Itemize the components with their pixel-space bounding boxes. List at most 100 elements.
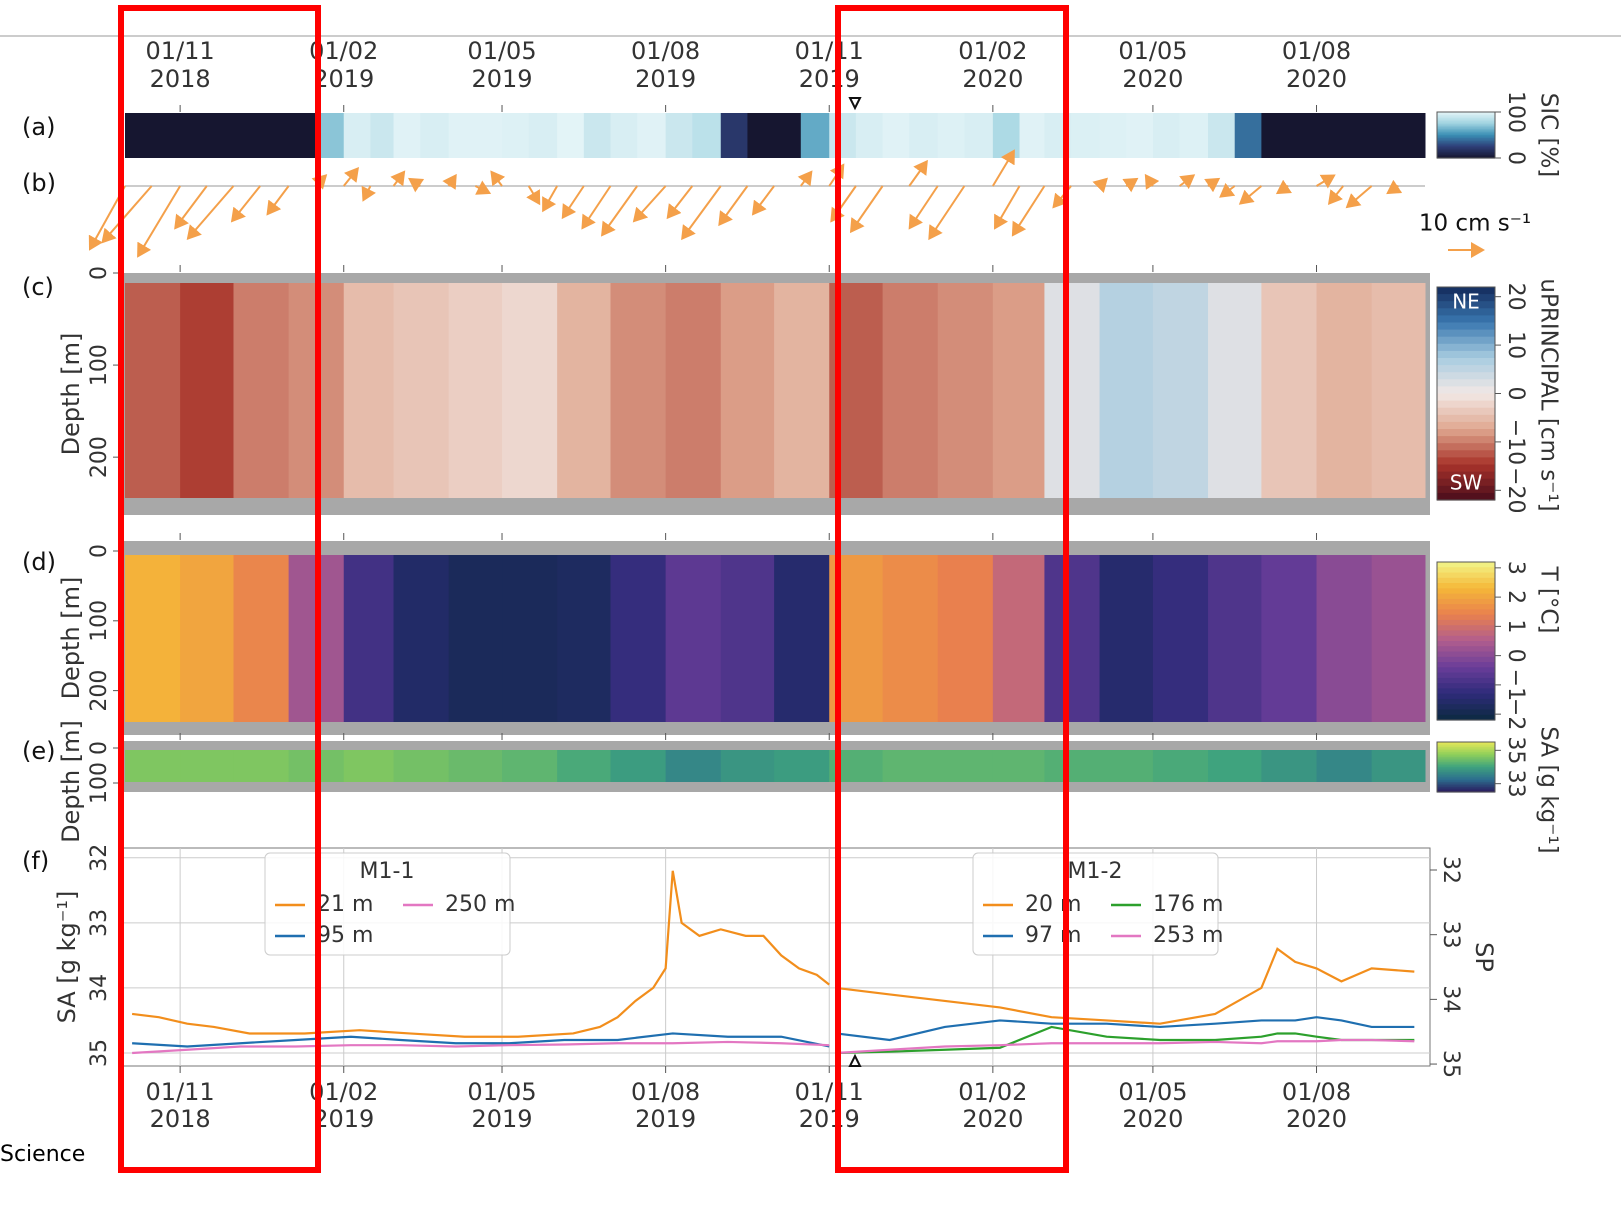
sic-cell [420,113,449,158]
sic-cell [207,113,234,158]
y-tick-label: 33 [87,909,112,937]
x-tick-year: 2019 [471,65,532,93]
x-tick-year: 2020 [1122,65,1183,93]
x-tick-year: 2019 [635,1105,696,1133]
contour-cell [557,750,611,782]
y2-axis-label: SP [1470,942,1498,972]
x-tick-label: 01/08 [631,37,700,65]
colorbar-swatch [1437,641,1495,647]
velocity-arrow [363,186,370,200]
colorbar-swatch [1437,450,1495,458]
sic-cell [289,113,316,158]
sic-cell [1261,113,1288,158]
contour-cell [774,750,830,782]
legend-label: 21 m [317,892,373,917]
velocity-arrow [753,186,774,214]
contour-cell [666,750,722,782]
source: Science [0,1142,85,1167]
colorbar-label: SIC [%] [1536,93,1562,178]
colorbar-swatch [1437,625,1495,631]
contour-cell [666,283,722,498]
x-tick-year: 2019 [799,1105,860,1133]
contour-cell [125,555,181,722]
figure: (a)0100SIC [%](b)10 cm s⁻¹(c)0100200Dept… [0,0,1621,1210]
x-tick-year: 2020 [962,65,1023,93]
x-tick-year: 2020 [962,1105,1023,1133]
sic-cell [721,113,748,158]
x-tick-label: 01/05 [1118,1078,1187,1106]
contour-cell [938,750,994,782]
colorbar-tick-label: 1 [1503,619,1528,633]
colorbar-swatch [1437,578,1495,584]
colorbar-swatch [1437,604,1495,610]
colorbar-swatch [1437,429,1495,437]
contour-cell [1208,555,1262,722]
sic-cell [233,113,260,158]
sic-cell [1398,113,1425,158]
colorbar-swatch [1437,709,1495,715]
panel-label: (f) [22,847,49,875]
sic-cell [1126,113,1153,158]
legend-label: 97 m [1025,923,1081,948]
contour-cell [344,750,394,782]
velocity-arrow [995,186,1020,228]
sic-cell [993,113,1020,158]
y-axis-label: SA [g kg⁻¹] [53,891,81,1024]
velocity-arrow [529,186,540,204]
y2-tick-label: 32 [1438,856,1463,884]
colorbar-swatch [1437,323,1495,331]
colorbar-swatch [1437,443,1495,451]
colorbar-swatch [1437,662,1495,668]
contour-cell [557,555,611,722]
y-tick-label: 100 [87,344,112,386]
y2-tick-label: 35 [1438,1050,1463,1078]
panel-label: (b) [22,169,56,197]
velocity-arrow [851,186,883,232]
sic-cell [1071,113,1100,158]
colorbar-tick-label: 0 [1503,387,1528,401]
sic-cell [692,113,721,158]
colorbar-swatch [1437,636,1495,642]
page: {"source":"Science", "chart_data":[ {"ty… [0,0,1621,1210]
colorbar-swatch [1437,630,1495,636]
colorbar-swatch [1437,422,1495,430]
contour-cell [1208,283,1262,498]
x-tick-label: 01/08 [631,1078,700,1106]
contour-cell [180,555,234,722]
sic-cell [909,113,938,158]
colorbar-swatch [1437,688,1495,694]
sic-cell [529,113,558,158]
contour-cell [1044,750,1100,782]
velocity-arrow [582,186,610,228]
colorbar-tick-label: 10 [1503,331,1528,359]
colorbar-swatch [1437,620,1495,626]
contour-cell [394,555,450,722]
colorbar-swatch [1437,408,1495,416]
sic-cell [1153,113,1180,158]
velocity-arrow [719,186,747,225]
legend-label: 95 m [317,923,373,948]
colorbar-swatch [1437,379,1495,387]
sic-cell [1208,113,1235,158]
contour-cell [1208,750,1262,782]
sic-cell [1235,113,1262,158]
colorbar-swatch [1437,337,1495,345]
colorbar-swatch [1437,372,1495,380]
colorbar-swatch [1437,351,1495,359]
contour-cell [993,283,1045,498]
contour-cell [721,750,775,782]
contour-cell [394,750,450,782]
sic-cell [344,113,371,158]
contour-cell [233,283,289,498]
contour-cell [721,555,775,722]
sic-cell [260,113,289,158]
velocity-arrow [1388,186,1399,193]
colorbar-swatch [1437,583,1495,589]
contour-cell [1372,283,1426,498]
colorbar-tick-label: 0 [1503,649,1528,663]
contour-cell [774,555,830,722]
x-tick-label: 01/08 [1282,37,1351,65]
panel-label: (d) [22,548,56,576]
colorbar-tick-label: 2 [1503,590,1528,604]
colorbar-swatch [1437,562,1495,568]
